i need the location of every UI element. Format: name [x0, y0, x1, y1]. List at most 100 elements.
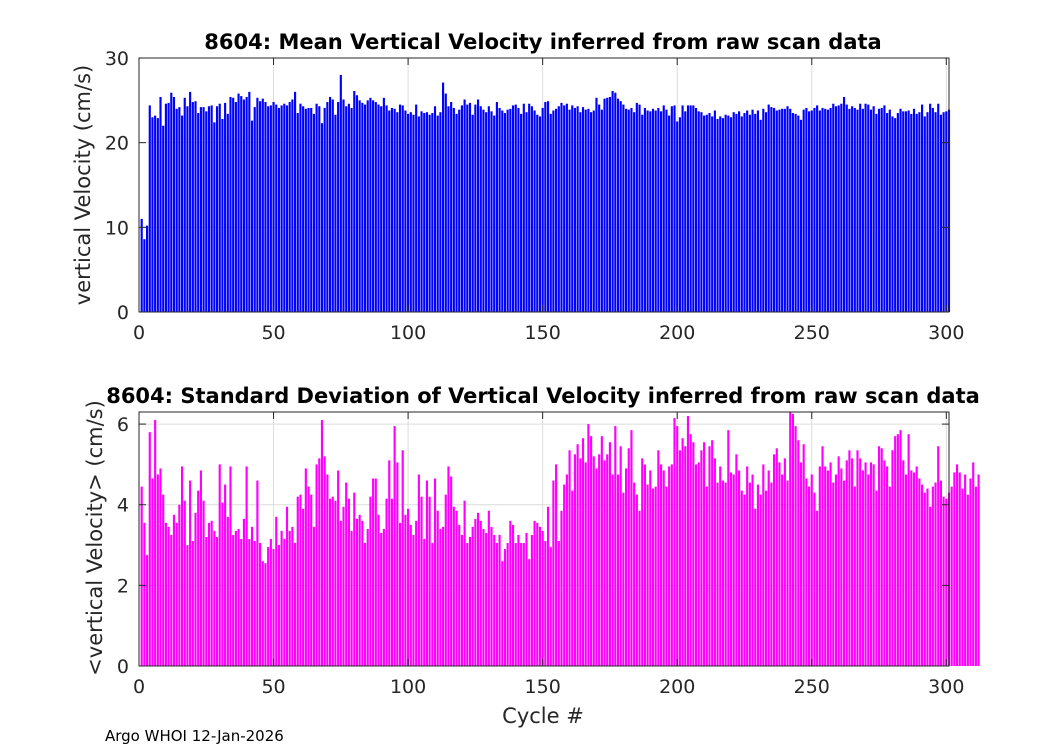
bar	[232, 534, 235, 666]
bar	[538, 116, 542, 312]
bar	[530, 534, 533, 666]
bar	[466, 104, 469, 312]
bar	[485, 112, 488, 312]
bar	[603, 98, 606, 312]
bar	[659, 111, 663, 312]
bar	[681, 438, 684, 666]
bar	[215, 106, 219, 312]
bar	[686, 105, 690, 312]
bar	[939, 114, 942, 312]
bar	[180, 115, 184, 312]
bar	[883, 105, 886, 312]
bar	[345, 106, 348, 312]
bar	[269, 539, 272, 666]
bar	[320, 123, 324, 312]
bar	[662, 470, 665, 666]
bar	[705, 114, 708, 312]
bar	[571, 490, 574, 666]
bar	[221, 118, 224, 313]
bar	[829, 462, 832, 666]
bar	[372, 478, 375, 666]
bar	[256, 97, 259, 312]
bar	[283, 539, 286, 666]
bar	[275, 516, 278, 666]
bar	[390, 498, 394, 666]
bar	[471, 114, 474, 312]
bar	[842, 480, 846, 666]
bar	[684, 446, 687, 666]
bar	[522, 103, 525, 312]
bar	[958, 472, 961, 666]
bar	[423, 113, 426, 312]
bar	[175, 108, 178, 312]
bar	[899, 430, 902, 666]
bar	[735, 454, 738, 666]
bar	[442, 82, 445, 312]
bar	[528, 103, 531, 312]
bar	[673, 418, 676, 666]
bar	[665, 109, 668, 313]
bar	[937, 103, 940, 312]
bar	[891, 116, 894, 312]
bar	[681, 105, 684, 312]
bar	[824, 466, 827, 666]
bar	[541, 107, 544, 312]
bar	[242, 518, 246, 666]
bar	[643, 107, 646, 312]
bar	[541, 530, 544, 666]
bar	[778, 109, 781, 313]
bar	[501, 110, 504, 313]
bar	[673, 105, 676, 312]
bar	[598, 454, 601, 666]
bar	[816, 510, 819, 666]
bar	[611, 474, 614, 666]
bar	[775, 448, 778, 666]
bar	[482, 109, 485, 313]
bar	[460, 105, 463, 312]
bar	[848, 108, 851, 312]
bar	[455, 510, 458, 666]
bar	[536, 114, 539, 312]
bar	[888, 109, 891, 313]
bar	[261, 98, 264, 312]
bar	[961, 488, 964, 666]
bar	[657, 107, 660, 312]
bar	[463, 99, 466, 313]
bar	[646, 110, 649, 313]
bar	[746, 110, 749, 313]
bar	[310, 494, 313, 666]
bar	[872, 106, 875, 312]
bar	[162, 494, 165, 666]
bar	[799, 119, 803, 312]
bar	[339, 74, 342, 313]
bar	[929, 103, 932, 312]
bar	[751, 474, 754, 666]
x-tick-label: 250	[794, 676, 830, 698]
bar	[245, 466, 248, 666]
bar	[460, 534, 463, 666]
bar	[337, 470, 340, 666]
bar	[886, 113, 889, 312]
bar	[466, 543, 469, 666]
bar	[616, 474, 620, 666]
bar	[770, 107, 773, 312]
bar	[487, 106, 490, 312]
bar	[783, 108, 786, 312]
bar	[511, 105, 515, 312]
bar	[721, 480, 725, 666]
bar	[565, 474, 568, 666]
bar	[490, 526, 493, 666]
bar	[686, 416, 690, 666]
bar	[207, 522, 211, 666]
bar	[659, 464, 663, 666]
bar	[425, 112, 429, 312]
bar	[509, 520, 512, 666]
bar	[331, 496, 334, 666]
bar	[643, 464, 646, 666]
bar	[697, 111, 700, 312]
bar	[705, 486, 708, 666]
bar	[495, 102, 498, 312]
bar	[245, 96, 248, 312]
bar	[794, 113, 797, 312]
bar	[350, 530, 353, 666]
